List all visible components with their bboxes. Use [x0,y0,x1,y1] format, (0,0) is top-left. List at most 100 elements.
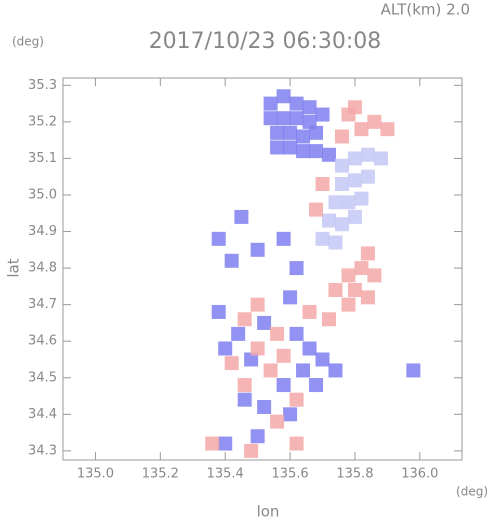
x-tick-label: 136.0 [401,467,438,482]
radar-cell [309,125,324,140]
radar-cell [302,304,317,319]
radar-cell [354,261,369,276]
radar-cell [211,231,226,246]
radar-cell [347,173,362,188]
y-tick-label: 34.6 [28,334,57,349]
chart-title: 2017/10/23 06:30:08 [149,29,382,54]
y-tick-label: 34.9 [28,224,57,239]
radar-cell [218,436,233,451]
radar-cell [289,392,304,407]
y-axis-label: lat [5,258,23,277]
radar-cell [231,326,246,341]
radar-cell [237,392,252,407]
radar-cell [315,177,330,192]
radar-cell [341,297,356,312]
y-tick-label: 34.8 [28,261,57,276]
radar-cell [250,341,265,356]
radar-cell [244,443,259,458]
x-tick-label: 135.4 [207,467,244,482]
radar-cell [296,363,311,378]
radar-cell [354,122,369,137]
x-axis-label: lon [257,503,280,521]
y-tick-label: 34.4 [28,407,57,422]
radar-cell [270,125,285,140]
radar-cell [360,169,375,184]
radar-cell [289,96,304,111]
radar-cell [289,111,304,126]
radar-cell [334,158,349,173]
radar-cell [289,436,304,451]
y-tick-label: 35.3 [28,78,57,93]
radar-cell [373,151,388,166]
radar-cell [347,283,362,298]
radar-cell [334,177,349,192]
radar-cell [234,209,249,224]
plot-area [205,89,421,458]
radar-cell [341,268,356,283]
radar-cell [270,326,285,341]
radar-cell [302,100,317,115]
y-tick-label: 34.7 [28,297,57,312]
radar-cell [257,399,272,414]
radar-cell [276,348,291,363]
radar-cell [341,195,356,210]
radar-cell [224,253,239,268]
radar-cell [296,129,311,144]
x-tick-label: 135.6 [271,467,308,482]
y-tick-label: 34.3 [28,443,57,458]
radar-cell [367,268,382,283]
radar-cell [257,315,272,330]
radar-cell [283,140,298,155]
radar-cell [334,129,349,144]
y-tick-label: 35.1 [28,151,57,166]
radar-cell [309,378,324,393]
radar-cell [276,111,291,126]
radar-cell [263,96,278,111]
radar-cell [289,261,304,276]
radar-cell [322,147,336,162]
radar-cell [367,114,382,129]
radar-cell [211,304,226,319]
radar-cell [328,235,343,250]
radar-cell [244,352,259,367]
radar-cell [302,114,317,129]
radar-cell [360,147,375,162]
radar-cell [263,363,278,378]
radar-cell [354,191,369,206]
y-unit: (deg) [12,35,44,49]
radar-cell [250,429,265,444]
radar-cell [322,312,336,327]
radar-cell [276,231,291,246]
radar-cell [328,283,343,298]
radar-cell [347,209,362,224]
radar-cell [283,407,298,422]
x-tick-label: 135.0 [77,467,114,482]
radar-cell [315,231,330,246]
radar-cell [334,217,349,232]
radar-cell [270,140,285,155]
y-tick-label: 35.0 [28,187,57,202]
x-tick-label: 135.2 [142,467,179,482]
radar-cell [205,436,220,451]
radar-cell [237,378,252,393]
radar-cell [263,111,278,126]
radar-cell [289,326,304,341]
y-tick-label: 35.2 [28,114,57,129]
radar-cell [315,352,330,367]
radar-cell [309,144,324,159]
x-tick-label: 135.8 [336,467,373,482]
radar-cell [360,246,375,261]
radar-cell [276,89,291,104]
radar-cell [328,195,343,210]
radar-cell [270,414,285,429]
altitude-label: ALT(km) 2.0 [381,1,470,19]
radar-cell [380,122,395,137]
radar-cell [347,100,362,115]
radar-cell [328,363,343,378]
radar-cell [250,297,265,312]
radar-cell [309,202,324,217]
radar-cell [406,363,421,378]
radar-cell [250,242,265,257]
radar-cell [218,341,233,356]
radar-cell [360,290,375,305]
